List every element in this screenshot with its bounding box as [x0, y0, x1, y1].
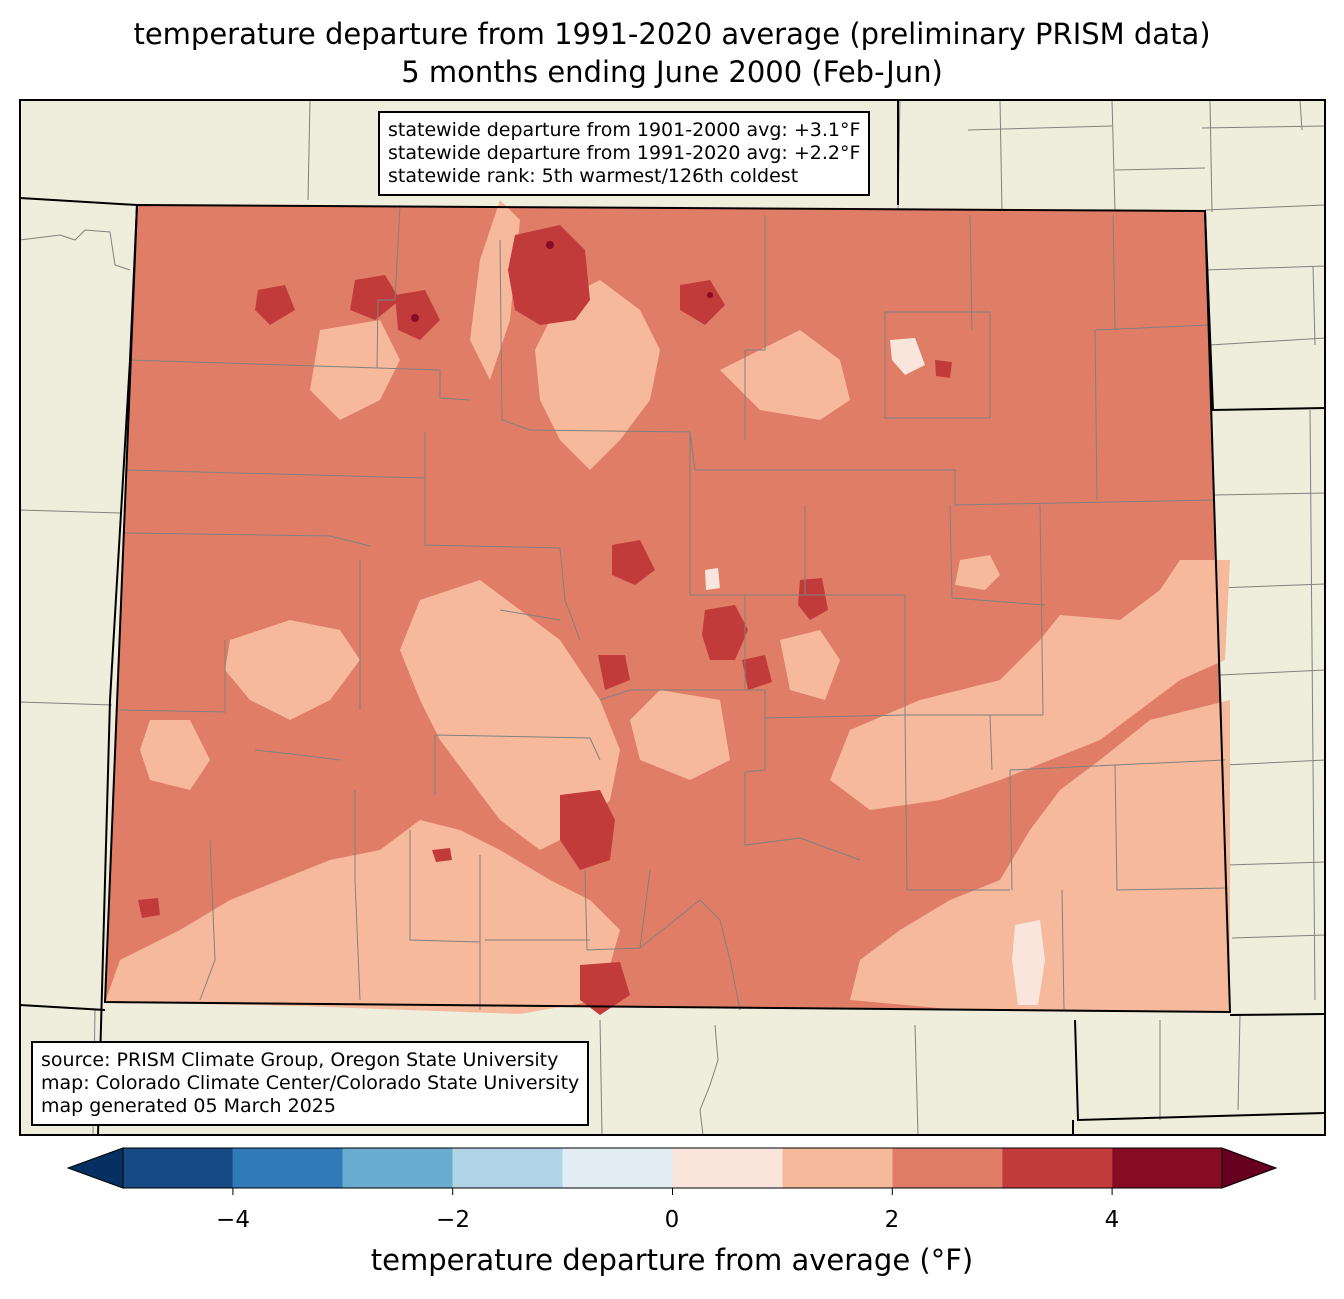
stat-rank: statewide rank: 5th warmest/126th coldes… [388, 165, 799, 187]
map-subtitle: 5 months ending June 2000 (Feb-Jun) [401, 55, 943, 89]
colorbar-tick-label: −4 [216, 1207, 250, 1233]
colorbar [66, 1147, 1278, 1195]
warm-hotspots [138, 225, 952, 1015]
county-lines [119, 204, 1229, 1011]
hottest-spots [411, 241, 713, 322]
colorbar-bin [1002, 1148, 1113, 1188]
colorbar-extend-low [66, 1147, 124, 1189]
colorbar-tick-label: 0 [664, 1207, 680, 1233]
colorbar-bin [232, 1148, 343, 1188]
map-frame [19, 99, 1326, 1136]
stat-departure-1991-2020: statewide departure from 1991-2020 avg: … [388, 142, 861, 164]
colorbar-label: temperature departure from average (°F) [370, 1243, 974, 1277]
colorbar-tick-label: 4 [1104, 1207, 1120, 1233]
map-title: temperature departure from 1991-2020 ave… [133, 17, 1211, 51]
moderate-warm-regions [105, 200, 1230, 1014]
statewide-stats-box: statewide departure from 1901-2000 avg: … [378, 111, 871, 196]
colorbar-bin [562, 1148, 673, 1188]
stat-departure-1901-2000: statewide departure from 1901-2000 avg: … [388, 119, 861, 141]
colorbar-bin [782, 1148, 893, 1188]
colorbar-bin [123, 1148, 233, 1188]
colorbar-bin [1112, 1148, 1222, 1188]
colorbar-extend-high [1221, 1147, 1278, 1189]
colorbar-bin [672, 1148, 783, 1188]
map-credit-line: map: Colorado Climate Center/Colorado St… [41, 1072, 580, 1094]
source-box: source: PRISM Climate Group, Oregon Stat… [31, 1041, 590, 1126]
near-average-regions [705, 338, 1045, 1005]
colorbar-tick-label: 2 [884, 1207, 900, 1233]
source-line: source: PRISM Climate Group, Oregon Stat… [41, 1049, 559, 1071]
colorbar-bin [892, 1148, 1003, 1188]
state-borders [19, 100, 1326, 1136]
colorbar-bin [342, 1148, 453, 1188]
colorbar-bin [452, 1148, 563, 1188]
colorbar-tick-label: −2 [436, 1207, 470, 1233]
generated-date-line: map generated 05 March 2025 [41, 1095, 336, 1117]
colorado-state-fill [105, 205, 1230, 1012]
